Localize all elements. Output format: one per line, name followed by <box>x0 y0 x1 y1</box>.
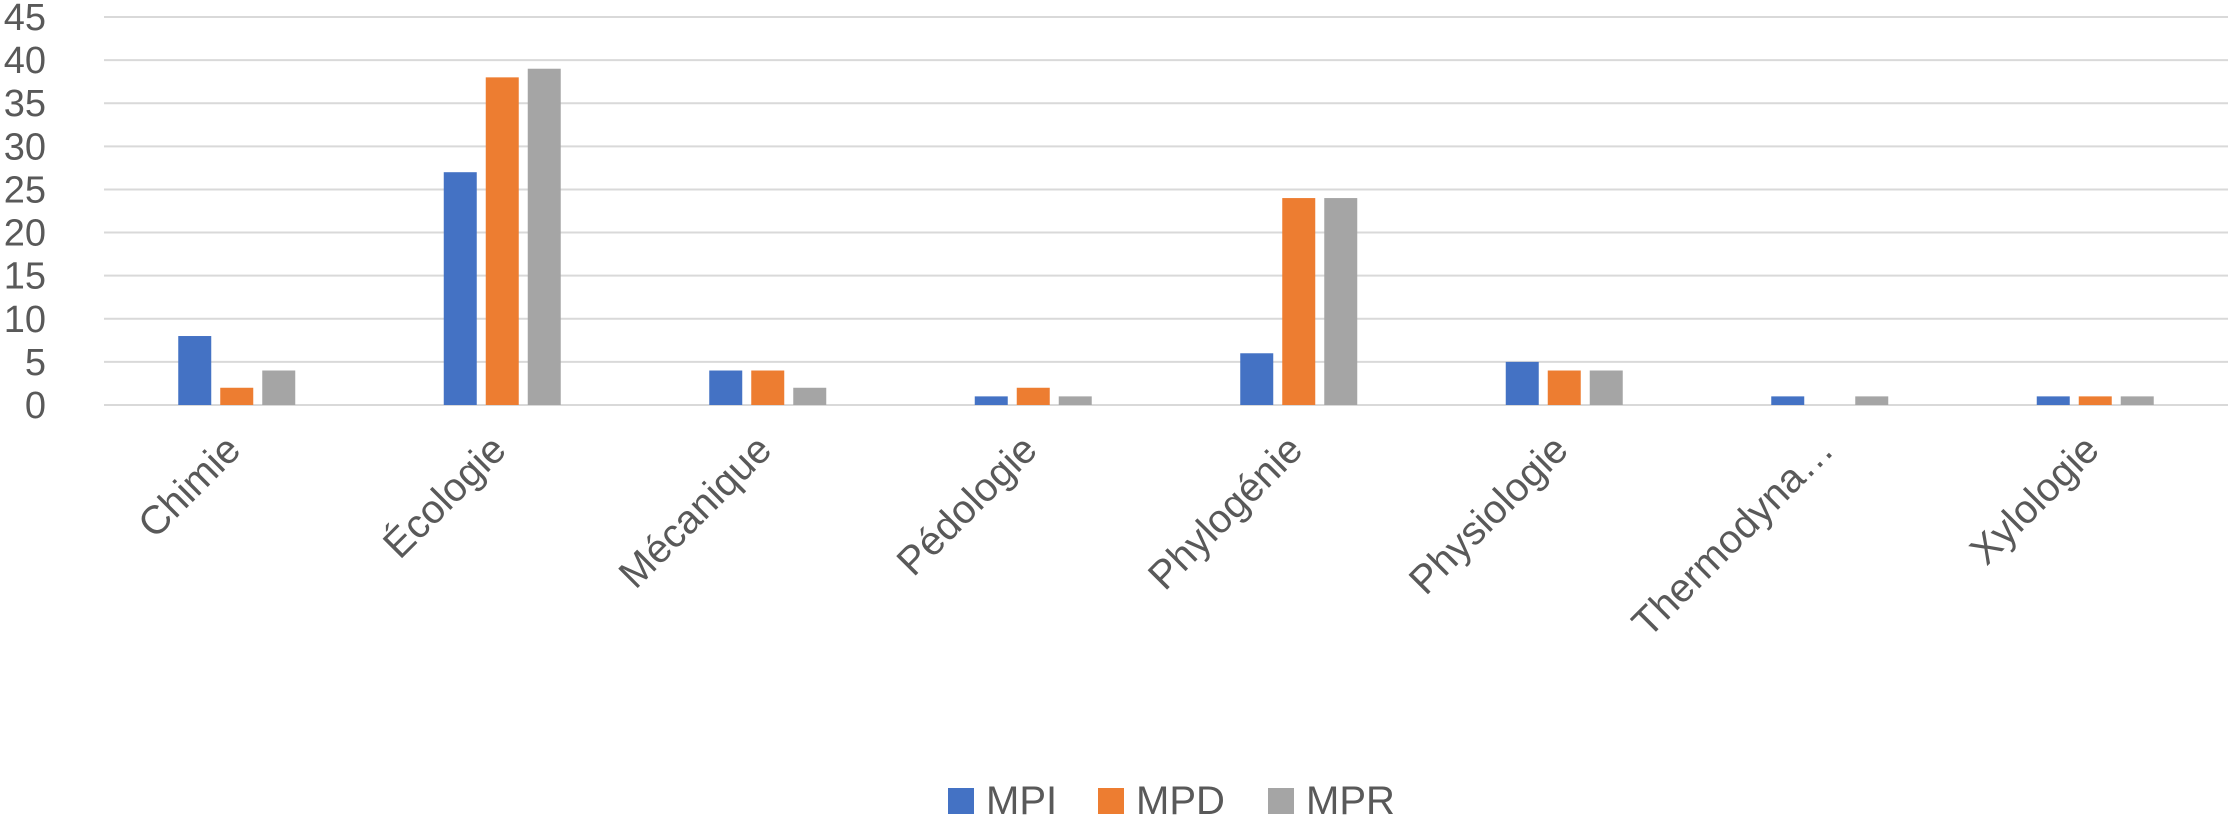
bar-mpd-1 <box>485 77 519 405</box>
category-label: Chimie <box>130 427 249 546</box>
y-tick-label: 40 <box>4 40 46 82</box>
bar-mpd-4 <box>1282 198 1316 405</box>
bar-mpd-0 <box>220 387 254 405</box>
bar-mpd-7 <box>2078 396 2112 405</box>
legend-label-mpr: MPR <box>1306 779 1395 823</box>
bar-mpd-5 <box>1547 370 1581 405</box>
bar-mpi-5 <box>1505 361 1539 405</box>
y-tick-label: 35 <box>4 83 46 125</box>
legend: MPI MPD MPR <box>948 779 1395 823</box>
bar-mpi-3 <box>974 396 1008 405</box>
bar-mpr-2 <box>793 387 827 405</box>
bar-mpi-4 <box>1240 353 1274 405</box>
category-label: Phylogénie <box>1140 427 1311 598</box>
bars <box>178 68 2154 405</box>
x-axis-category-labels: Chimie Écologie Mécanique Pédologie Phylogén… <box>130 427 2108 646</box>
legend-swatch-mpd <box>1098 788 1124 814</box>
bar-mpi-6 <box>1771 396 1805 405</box>
y-tick-label: 10 <box>4 299 46 341</box>
bar-mpr-6 <box>1855 396 1889 405</box>
bar-mpr-7 <box>2120 396 2154 405</box>
y-tick-label: 25 <box>4 169 46 211</box>
category-label: Xylologie <box>1962 427 2108 573</box>
category-label: Pédologie <box>889 427 1046 584</box>
bar-mpr-0 <box>262 370 296 405</box>
legend-label-mpi: MPI <box>986 779 1057 823</box>
bar-mpi-0 <box>178 336 212 405</box>
y-tick-label: 20 <box>4 213 46 255</box>
bar-mpd-2 <box>751 370 785 405</box>
legend-swatch-mpr <box>1268 788 1294 814</box>
bar-mpr-3 <box>1058 396 1092 405</box>
bar-mpi-7 <box>2036 396 2070 405</box>
category-label: Écologie <box>374 427 514 567</box>
category-label: Mécanique <box>611 427 780 596</box>
gridlines <box>104 16 2228 406</box>
y-tick-label: 5 <box>25 342 46 384</box>
bar-mpd-3 <box>1016 387 1050 405</box>
bar-mpr-4 <box>1324 198 1358 405</box>
bar-mpr-5 <box>1589 370 1623 405</box>
y-tick-label: 30 <box>4 126 46 168</box>
legend-label-mpd: MPD <box>1136 779 1225 823</box>
bar-mpi-1 <box>443 172 477 405</box>
y-tick-label: 45 <box>4 0 46 39</box>
bar-mpr-1 <box>527 68 561 405</box>
y-tick-label: 0 <box>25 385 46 427</box>
category-label: Physiologie <box>1401 427 1577 603</box>
category-label: Thermodyna… <box>1624 427 1842 645</box>
bar-mpi-2 <box>709 370 743 405</box>
y-tick-label: 15 <box>4 256 46 298</box>
legend-swatch-mpi <box>948 788 974 814</box>
